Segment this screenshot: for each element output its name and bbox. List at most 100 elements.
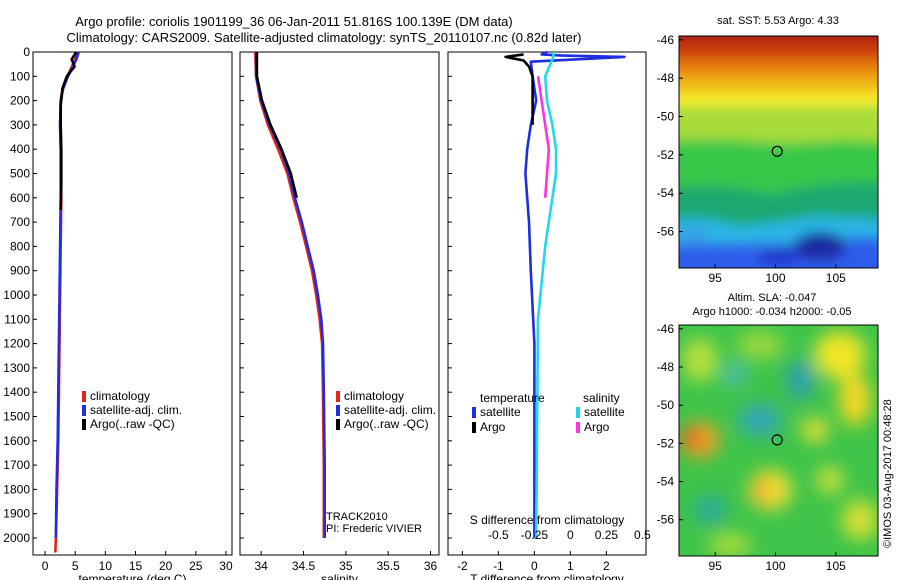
legend-label: climatology bbox=[90, 389, 150, 403]
series-line-argo-raw-qc- bbox=[59, 51, 78, 210]
map-y-tick-label: -52 bbox=[657, 436, 675, 450]
map-y-tick-label: -48 bbox=[657, 71, 675, 85]
x-tick-label: 0 bbox=[42, 559, 49, 573]
x-tick-label: -1 bbox=[493, 559, 504, 573]
y-tick-label: 300 bbox=[10, 118, 30, 132]
y-tick-label: 700 bbox=[10, 215, 30, 229]
map-y-tick-label: -48 bbox=[657, 360, 675, 374]
sla-map-axes: -46 -48 -50 -52 -54 -56 95 100 105 bbox=[657, 322, 846, 573]
x2-tick-label: 0.5 bbox=[634, 528, 651, 542]
figure-title-line1: Argo profile: coriolis 1901199_36 06-Jan… bbox=[75, 14, 512, 29]
legend-label: climatology bbox=[344, 389, 404, 403]
map-x-tick-label: 105 bbox=[826, 271, 846, 285]
legend-label: Argo(..raw -QC) bbox=[90, 417, 175, 431]
y-tick-label: 1300 bbox=[3, 361, 30, 375]
y-tick-label: 600 bbox=[10, 191, 30, 205]
series-line-argo bbox=[536, 76, 551, 198]
footer-copyright: ©IMOS 03-Aug-2017 00:48:28 bbox=[882, 399, 894, 548]
x-tick-label: 36 bbox=[424, 559, 438, 573]
x-tick-label: 5 bbox=[72, 559, 79, 573]
sla-map-subtitle: Argo h1000: -0.034 h2000: -0.05 bbox=[692, 306, 851, 318]
sla-map-frame bbox=[678, 324, 879, 557]
plot-frame bbox=[447, 51, 647, 556]
y-tick-label: 800 bbox=[10, 239, 30, 253]
map-x-tick-label: 100 bbox=[765, 559, 785, 573]
x-tick-label: 34.5 bbox=[292, 559, 316, 573]
map-y-tick-label: -50 bbox=[657, 398, 675, 412]
argo-position-marker bbox=[771, 434, 783, 446]
y-tick-label: 100 bbox=[10, 69, 30, 83]
y-tick-label: 0 bbox=[23, 45, 30, 59]
x-tick-label: 34 bbox=[254, 559, 268, 573]
map-y-tick-label: -54 bbox=[657, 475, 675, 489]
map-y-tick-label: -56 bbox=[657, 225, 675, 239]
sla-map-panel: Altim. SLA: -0.047 Argo h1000: -0.034 h2… bbox=[657, 292, 879, 573]
annotation-pi: PI: Frederic VIVIER bbox=[326, 523, 422, 535]
sst-map-axes: -46 -48 -50 -52 -54 -56 95 100 105 bbox=[657, 33, 846, 285]
figure-title-line2: Climatology: CARS2009. Satellite-adjuste… bbox=[67, 30, 582, 45]
x-tick-label: 10 bbox=[99, 559, 113, 573]
plot-frame bbox=[32, 51, 233, 556]
x2-tick-label: -0.5 bbox=[488, 528, 509, 542]
series-line-argo-raw-qc- bbox=[255, 52, 298, 199]
y-tick-label: 1200 bbox=[3, 337, 30, 351]
x-axis-label: T difference from climatology bbox=[470, 572, 624, 580]
x-tick-label: 2 bbox=[603, 559, 610, 573]
series-line-argo bbox=[504, 53, 534, 125]
legend-label: satellite-adj. clim. bbox=[344, 403, 436, 417]
y-tick-label: 1800 bbox=[3, 482, 30, 496]
legend-swatch bbox=[576, 407, 580, 418]
map-y-tick-label: -54 bbox=[657, 186, 675, 200]
map-y-tick-label: -56 bbox=[657, 513, 675, 527]
legend-swatch bbox=[82, 391, 86, 402]
legend-swatch bbox=[576, 422, 580, 433]
x-tick-label: 25 bbox=[189, 559, 203, 573]
x2-tick-label: 0 bbox=[567, 528, 574, 542]
legend-swatch bbox=[336, 405, 340, 416]
argo-position-marker bbox=[771, 145, 783, 157]
salinity-panel: 34 34.5 35 35.5 36 salinity climatologysatelli… bbox=[239, 51, 440, 580]
x-tick-label: 15 bbox=[129, 559, 143, 573]
map-x-tick-label: 95 bbox=[709, 559, 723, 573]
legend-swatch bbox=[82, 419, 86, 430]
y-tick-label: 1900 bbox=[3, 507, 30, 521]
x-tick-label: 0 bbox=[531, 559, 538, 573]
map-x-tick-label: 105 bbox=[826, 559, 846, 573]
legend-swatch bbox=[472, 407, 476, 418]
legend-swatch bbox=[336, 419, 340, 430]
y-tick-label: 2000 bbox=[3, 531, 30, 545]
difference-panel: -2 -1 0 1 2T difference from climatology temp… bbox=[447, 50, 651, 580]
series-line-satellite bbox=[534, 51, 558, 539]
y-tick-label: 500 bbox=[10, 166, 30, 180]
x2-tick-label: -0.25 bbox=[521, 528, 549, 542]
sst-map-title: sat. SST: 5.53 Argo: 4.33 bbox=[717, 15, 839, 27]
legend-label: satellite-adj. clim. bbox=[90, 403, 182, 417]
map-y-tick-label: -50 bbox=[657, 110, 675, 124]
x-tick-label: 20 bbox=[159, 559, 173, 573]
sst-map-frame bbox=[678, 35, 879, 269]
map-x-tick-label: 100 bbox=[765, 271, 785, 285]
legend-label: satellite bbox=[480, 405, 521, 419]
map-y-tick-label: -52 bbox=[657, 148, 675, 162]
legend-label: Argo bbox=[584, 420, 610, 434]
x2-tick-label: 0.25 bbox=[595, 528, 619, 542]
legend-swatch bbox=[336, 391, 340, 402]
temperature-panel: 0100200300400500600700800900100011001200… bbox=[3, 45, 233, 580]
y-tick-label: 1100 bbox=[4, 312, 30, 326]
annotation-track: TRACK2010 bbox=[326, 511, 388, 523]
y-tick-label: 1500 bbox=[3, 409, 30, 423]
y-tick-label: 1700 bbox=[3, 458, 30, 472]
map-y-tick-label: -46 bbox=[657, 322, 675, 336]
x2-axis-label: S difference from climatology bbox=[470, 513, 625, 527]
x-tick-label: -2 bbox=[457, 559, 468, 573]
x-tick-label: 1 bbox=[567, 559, 574, 573]
series-line-satellite bbox=[524, 50, 626, 538]
y-tick-label: 900 bbox=[10, 264, 30, 278]
map-x-tick-label: 95 bbox=[709, 271, 723, 285]
x-tick-label: 35 bbox=[339, 559, 353, 573]
legend-label: Argo bbox=[480, 420, 506, 434]
legend-swatch bbox=[82, 405, 86, 416]
legend-title-salinity: salinity bbox=[583, 391, 620, 405]
legend-label: satellite bbox=[584, 405, 625, 419]
